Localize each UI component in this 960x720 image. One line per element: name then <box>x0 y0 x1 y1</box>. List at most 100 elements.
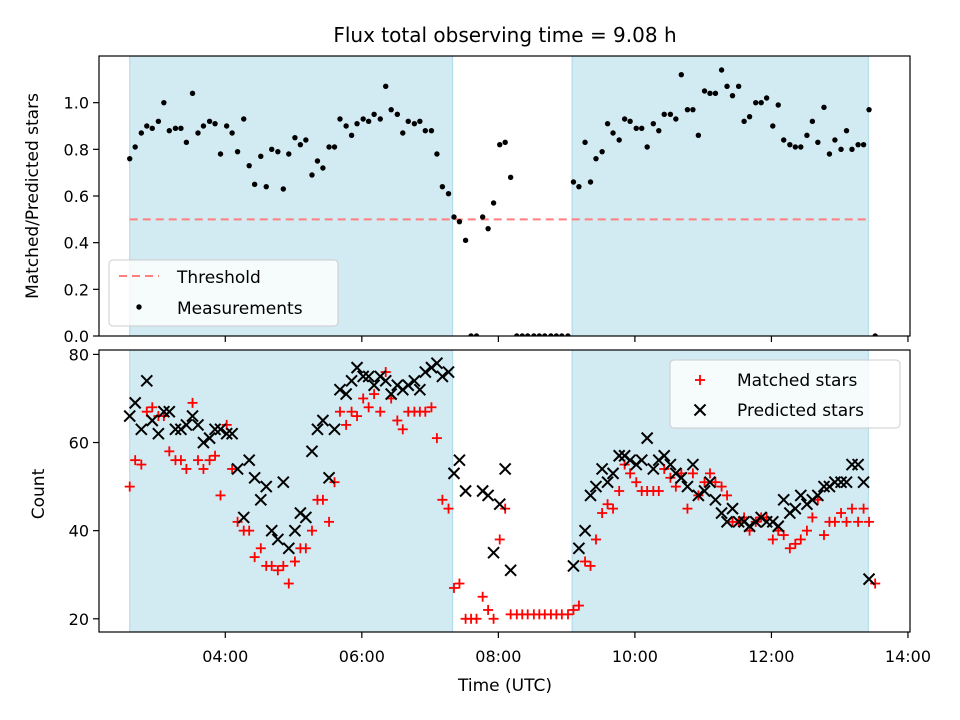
legend: Threshold Measurements <box>108 259 339 327</box>
matched-star-marker <box>244 525 255 536</box>
matched-star-marker <box>858 503 869 514</box>
matched-star-marker <box>426 402 437 413</box>
predicted-star-marker <box>647 462 660 476</box>
measurement-point <box>815 139 821 146</box>
measurement-point <box>337 116 343 122</box>
predicted-star-marker <box>237 511 250 524</box>
measurement-point <box>804 132 810 139</box>
measurement-point <box>462 237 469 244</box>
matched-star-marker <box>562 609 573 620</box>
predicted-star-marker <box>186 409 199 423</box>
measurement-point <box>525 333 531 336</box>
measurement-point <box>599 148 605 155</box>
measurement-point <box>582 139 588 146</box>
measurement-point <box>269 146 275 153</box>
predicted-star-marker <box>254 493 267 507</box>
matched-star-marker <box>767 534 778 545</box>
measurement-point <box>292 134 298 141</box>
predicted-star-marker <box>517 701 528 712</box>
predicted-star-marker <box>135 423 148 436</box>
matched-star-marker <box>266 560 277 571</box>
matched-star-marker <box>341 419 352 430</box>
measurement-point <box>684 106 691 113</box>
measurement-point <box>650 120 657 127</box>
measurement-point <box>149 125 155 132</box>
predicted-star-marker <box>811 489 825 502</box>
predicted-star-marker <box>466 701 477 712</box>
predicted-star-marker <box>840 475 853 489</box>
measurement-point <box>661 111 667 118</box>
predicted-star-marker <box>834 475 848 489</box>
predicted-star-marker <box>562 701 573 712</box>
measurement-point <box>712 90 719 97</box>
axes-frame <box>98 349 911 633</box>
measurement-point <box>639 125 645 132</box>
matched-star-marker <box>602 499 613 510</box>
measurement-point <box>132 144 138 150</box>
measurement-point <box>417 118 423 125</box>
y-tick-label: 60 <box>69 434 89 453</box>
matched-star-marker <box>795 534 806 545</box>
measurement-point <box>263 183 269 190</box>
measurement-point <box>223 123 230 129</box>
matched-star-marker <box>130 455 141 466</box>
matched-star-marker <box>716 481 727 492</box>
measurement-point <box>667 111 674 118</box>
measurement-point <box>161 99 167 106</box>
matched-star-marker <box>807 512 818 523</box>
measurement-point <box>434 151 440 157</box>
measurement-point <box>826 151 833 157</box>
measurement-point <box>309 172 315 178</box>
measurement-point <box>798 144 804 150</box>
measurement-point <box>127 155 133 162</box>
predicted-star-marker <box>203 431 216 445</box>
predicted-star-marker <box>413 383 427 396</box>
x-tick-label: 14:00 <box>885 647 931 666</box>
predicted-star-marker <box>726 502 739 515</box>
legend-predicted-swatch <box>693 403 707 417</box>
predicted-star-marker <box>459 484 472 498</box>
predicted-star-marker <box>851 458 865 471</box>
predicted-star-marker <box>732 515 745 529</box>
matched-star-marker <box>227 463 238 474</box>
predicted-star-marker <box>260 480 273 493</box>
predicted-star-marker <box>498 462 512 476</box>
predicted-star-marker <box>191 418 205 432</box>
predicted-star-marker <box>328 423 341 436</box>
matched-star-marker <box>801 525 812 536</box>
matched-star-marker <box>477 591 488 602</box>
predicted-star-marker <box>322 471 336 484</box>
predicted-star-marker <box>402 379 415 392</box>
predicted-star-marker <box>720 515 734 529</box>
measurement-point <box>553 333 560 336</box>
predicted-star-marker <box>288 524 302 537</box>
predicted-star-marker <box>572 542 586 555</box>
y-tick-label: 0.0 <box>64 327 89 346</box>
measurement-point <box>371 111 377 118</box>
y-tick-label: 40 <box>69 522 89 541</box>
measurement-point <box>251 181 258 188</box>
predicted-star-marker <box>658 449 671 462</box>
predicted-star-marker <box>242 453 256 467</box>
matched-star-marker <box>836 508 847 519</box>
measurement-point <box>365 118 372 125</box>
predicted-star-marker <box>635 453 648 467</box>
y-tick-label: 0.8 <box>64 140 89 159</box>
measurement-point <box>468 333 474 336</box>
matched-star-marker <box>631 477 642 488</box>
predicted-star-marker <box>692 489 705 502</box>
measurement-point <box>604 120 611 127</box>
matched-star-marker <box>829 516 840 527</box>
measurement-point <box>718 67 725 73</box>
x-tick-label: 04:00 <box>202 647 248 666</box>
measurement-point <box>189 90 196 97</box>
measurement-point <box>656 127 662 134</box>
matched-star-marker <box>420 406 431 417</box>
measurement-point <box>576 183 582 190</box>
measurement-point <box>621 116 628 122</box>
matched-star-marker <box>215 490 226 501</box>
predicted-star-marker <box>567 559 580 573</box>
predicted-star-marker <box>623 453 637 467</box>
measurement-point <box>735 83 742 90</box>
x-tick-label: 06:00 <box>339 647 385 666</box>
